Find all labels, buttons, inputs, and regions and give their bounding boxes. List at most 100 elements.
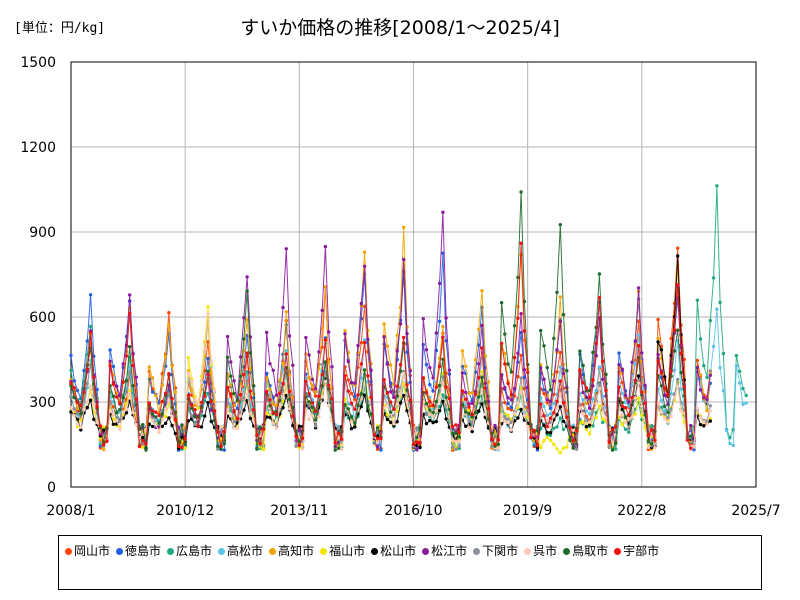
data-point (238, 393, 243, 397)
data-point (281, 361, 285, 366)
data-point (317, 350, 321, 354)
data-point (601, 417, 605, 421)
data-point (535, 443, 540, 448)
data-point (144, 448, 148, 452)
data-point (499, 401, 504, 405)
data-point (160, 417, 164, 421)
data-point (434, 399, 438, 404)
data-point (496, 438, 500, 442)
data-point (431, 403, 435, 407)
data-point (705, 375, 709, 380)
data-point (623, 406, 628, 410)
data-point (460, 349, 465, 353)
data-point (480, 402, 484, 406)
data-point (659, 348, 664, 352)
data-point (558, 405, 562, 409)
data-point (666, 410, 670, 415)
data-point (424, 390, 429, 395)
data-point (676, 384, 680, 388)
data-point (128, 345, 132, 349)
data-point (248, 351, 253, 355)
data-point (307, 392, 311, 396)
data-point (597, 365, 602, 369)
data-point (676, 246, 680, 250)
data-point (320, 395, 324, 399)
data-point (542, 388, 546, 392)
data-point (304, 352, 308, 356)
data-point (124, 407, 129, 411)
data-point (493, 423, 497, 428)
data-point (558, 392, 562, 396)
data-point (281, 395, 285, 399)
data-point (532, 428, 536, 433)
data-point (186, 356, 191, 360)
data-point (519, 241, 523, 245)
data-point (85, 339, 90, 343)
data-point (304, 335, 308, 340)
data-point (362, 250, 367, 254)
data-point (464, 390, 468, 395)
data-point (141, 438, 145, 443)
data-point (480, 323, 484, 328)
data-point (278, 378, 282, 382)
data-point (731, 428, 735, 432)
data-point (548, 412, 553, 416)
data-point (320, 384, 324, 388)
data-point (620, 367, 624, 371)
legend-label: 鳥取市 (572, 544, 609, 558)
data-point (542, 439, 546, 443)
data-point (679, 408, 683, 413)
data-point (353, 421, 357, 425)
data-point (552, 426, 556, 430)
data-point (431, 410, 435, 415)
data-point (601, 359, 605, 364)
legend-item: 松山市 (371, 541, 416, 562)
data-point (695, 406, 699, 410)
data-point (444, 417, 448, 421)
data-point (591, 416, 595, 420)
data-point (460, 389, 465, 393)
data-point (578, 368, 582, 372)
data-point (503, 386, 507, 390)
data-point (584, 427, 589, 431)
data-point (395, 402, 399, 406)
data-point (245, 275, 249, 279)
data-point (170, 396, 174, 401)
data-point (441, 335, 445, 339)
data-point (336, 446, 341, 450)
data-point (238, 374, 243, 378)
data-point (327, 360, 331, 364)
data-point (206, 369, 210, 373)
data-point (669, 414, 673, 418)
data-point (480, 375, 484, 380)
data-point (349, 415, 354, 419)
data-point (287, 373, 292, 377)
data-point (565, 369, 569, 373)
chart-legend: 岡山市 徳島市 広島市 高松市 高知市 福山市 松山市 松江市 下関市 呉市 鳥取市 宇部市 (58, 535, 762, 590)
data-point (441, 393, 445, 397)
data-point (229, 360, 233, 364)
data-point (203, 414, 207, 418)
data-point (320, 326, 324, 331)
data-point (571, 428, 575, 432)
data-point (499, 341, 504, 345)
data-point (284, 349, 288, 353)
data-point (242, 401, 246, 406)
data-point (268, 398, 272, 402)
data-point (623, 421, 628, 425)
data-point (111, 417, 116, 421)
data-point (245, 351, 249, 355)
data-point (317, 402, 321, 406)
data-point (555, 370, 559, 374)
data-point (555, 399, 559, 403)
data-point (340, 437, 344, 441)
data-point (636, 396, 641, 400)
data-point (111, 422, 116, 426)
data-point (300, 447, 305, 451)
data-point (614, 425, 618, 429)
data-point (643, 383, 647, 388)
data-point (415, 440, 419, 444)
data-point (630, 415, 634, 420)
data-point (682, 384, 686, 389)
data-point (327, 403, 331, 407)
